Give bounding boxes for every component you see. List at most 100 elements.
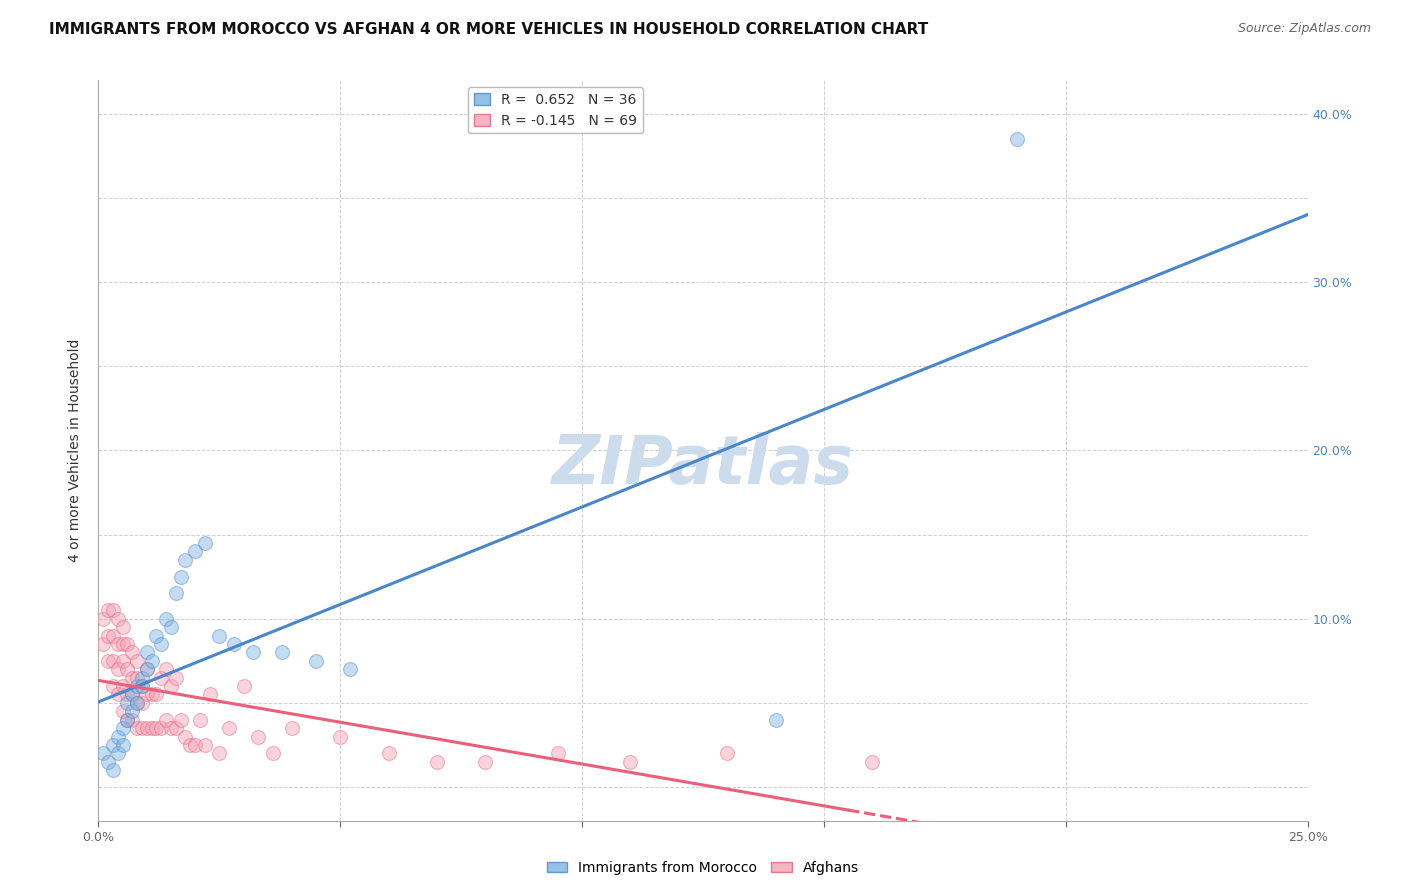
Point bbox=[135, 662, 157, 676]
Point bbox=[117, 662, 139, 676]
Point bbox=[179, 738, 201, 752]
Point bbox=[127, 671, 149, 685]
Point bbox=[107, 730, 129, 744]
Point bbox=[97, 755, 120, 769]
Point bbox=[305, 654, 328, 668]
Point bbox=[127, 654, 149, 668]
Point bbox=[135, 688, 157, 702]
Point bbox=[111, 654, 134, 668]
Point bbox=[121, 688, 143, 702]
Point bbox=[101, 603, 124, 617]
Y-axis label: 4 or more Vehicles in Household: 4 or more Vehicles in Household bbox=[69, 339, 83, 562]
Point bbox=[194, 536, 217, 550]
Point bbox=[107, 637, 129, 651]
Point bbox=[101, 763, 124, 777]
Point bbox=[281, 721, 304, 735]
Point bbox=[111, 704, 134, 718]
Text: IMMIGRANTS FROM MOROCCO VS AFGHAN 4 OR MORE VEHICLES IN HOUSEHOLD CORRELATION CH: IMMIGRANTS FROM MOROCCO VS AFGHAN 4 OR M… bbox=[49, 22, 928, 37]
Point bbox=[860, 755, 883, 769]
Point bbox=[339, 662, 361, 676]
Point bbox=[155, 662, 177, 676]
Point bbox=[107, 612, 129, 626]
Point bbox=[160, 721, 183, 735]
Point bbox=[101, 738, 124, 752]
Point bbox=[232, 679, 254, 693]
Point bbox=[155, 713, 177, 727]
Point bbox=[127, 696, 149, 710]
Point bbox=[141, 688, 163, 702]
Point bbox=[208, 747, 231, 761]
Point bbox=[101, 679, 124, 693]
Point bbox=[145, 721, 167, 735]
Point bbox=[131, 696, 153, 710]
Point bbox=[765, 713, 787, 727]
Point bbox=[169, 569, 191, 583]
Text: ZIPatlas: ZIPatlas bbox=[553, 433, 853, 499]
Point bbox=[160, 620, 183, 634]
Point bbox=[131, 679, 153, 693]
Point bbox=[127, 721, 149, 735]
Point bbox=[107, 688, 129, 702]
Point bbox=[619, 755, 641, 769]
Point bbox=[165, 721, 187, 735]
Point bbox=[135, 645, 157, 659]
Point bbox=[101, 628, 124, 642]
Point bbox=[222, 637, 245, 651]
Legend: Immigrants from Morocco, Afghans: Immigrants from Morocco, Afghans bbox=[541, 855, 865, 880]
Point bbox=[135, 721, 157, 735]
Point bbox=[150, 637, 173, 651]
Point bbox=[184, 738, 207, 752]
Point bbox=[91, 637, 114, 651]
Point bbox=[194, 738, 217, 752]
Point bbox=[97, 603, 120, 617]
Point bbox=[155, 612, 177, 626]
Point bbox=[165, 586, 187, 600]
Point bbox=[198, 688, 221, 702]
Point bbox=[107, 662, 129, 676]
Point bbox=[117, 696, 139, 710]
Point bbox=[121, 704, 143, 718]
Point bbox=[547, 747, 569, 761]
Point bbox=[184, 544, 207, 558]
Point bbox=[247, 730, 270, 744]
Point bbox=[262, 747, 284, 761]
Point bbox=[117, 713, 139, 727]
Point bbox=[145, 628, 167, 642]
Point bbox=[188, 713, 211, 727]
Point bbox=[329, 730, 352, 744]
Point bbox=[208, 628, 231, 642]
Point bbox=[107, 747, 129, 761]
Point bbox=[111, 721, 134, 735]
Legend: R =  0.652   N = 36, R = -0.145   N = 69: R = 0.652 N = 36, R = -0.145 N = 69 bbox=[468, 87, 643, 133]
Point bbox=[97, 654, 120, 668]
Text: Source: ZipAtlas.com: Source: ZipAtlas.com bbox=[1237, 22, 1371, 36]
Point bbox=[117, 637, 139, 651]
Point bbox=[121, 713, 143, 727]
Point bbox=[121, 671, 143, 685]
Point bbox=[135, 662, 157, 676]
Point bbox=[111, 679, 134, 693]
Point bbox=[131, 679, 153, 693]
Point bbox=[91, 612, 114, 626]
Point bbox=[111, 637, 134, 651]
Point bbox=[165, 671, 187, 685]
Point bbox=[377, 747, 399, 761]
Point bbox=[474, 755, 496, 769]
Point bbox=[121, 645, 143, 659]
Point bbox=[127, 679, 149, 693]
Point bbox=[174, 730, 197, 744]
Point bbox=[426, 755, 449, 769]
Point bbox=[160, 679, 183, 693]
Point bbox=[111, 620, 134, 634]
Point bbox=[91, 747, 114, 761]
Point bbox=[169, 713, 191, 727]
Point bbox=[117, 688, 139, 702]
Point bbox=[150, 671, 173, 685]
Point bbox=[101, 654, 124, 668]
Point bbox=[141, 721, 163, 735]
Point bbox=[141, 654, 163, 668]
Point bbox=[145, 688, 167, 702]
Point bbox=[1007, 132, 1029, 146]
Point bbox=[131, 671, 153, 685]
Point bbox=[271, 645, 294, 659]
